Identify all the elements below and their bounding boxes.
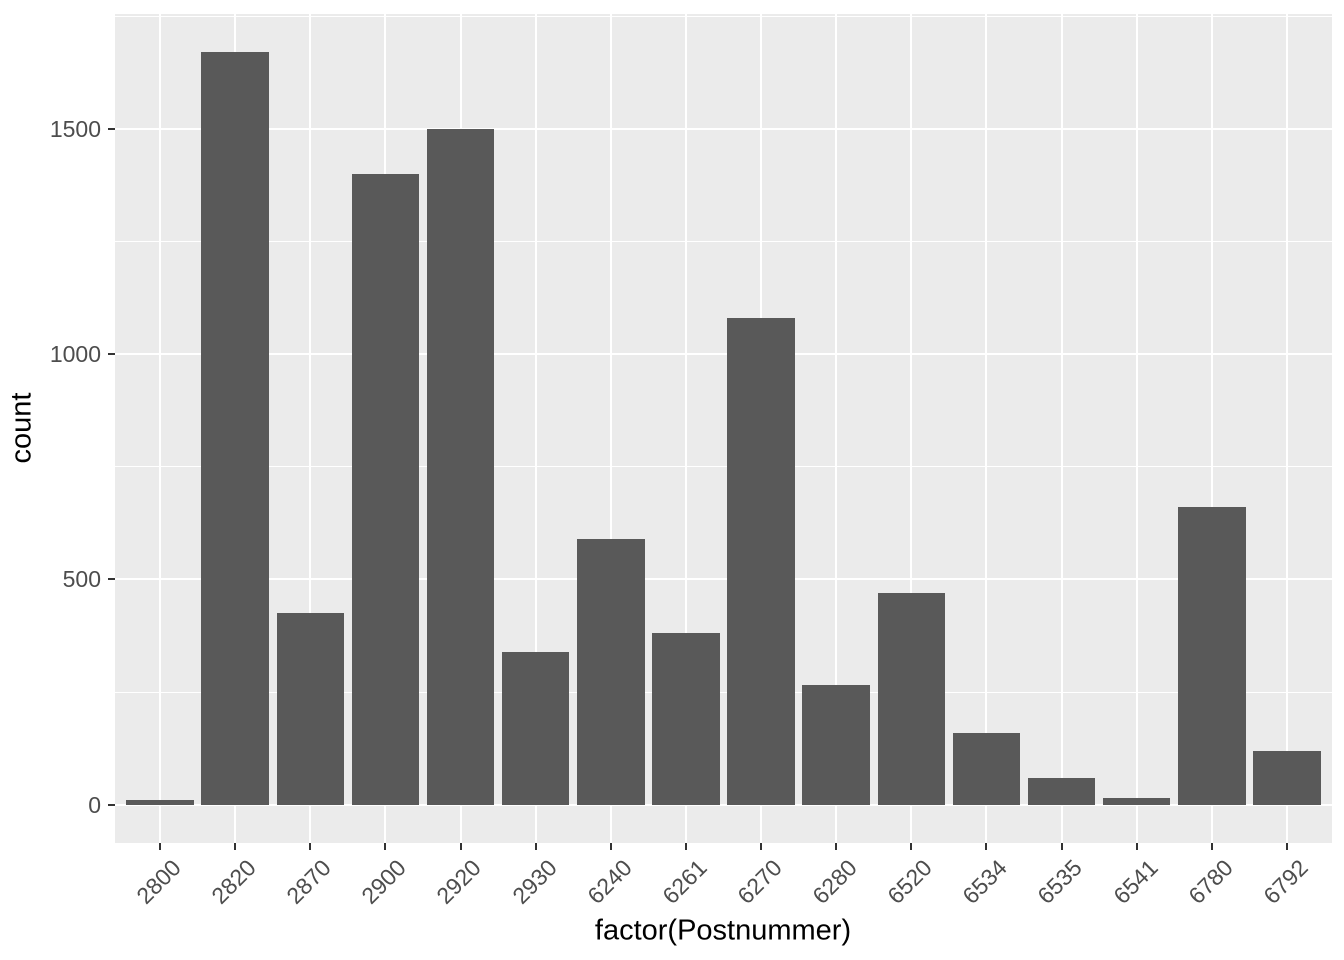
x-tick-label: 6270 (732, 854, 787, 909)
h-gridline-major (115, 578, 1332, 581)
x-tick-mark (234, 843, 237, 850)
bar-6535 (1027, 777, 1096, 805)
v-gridline (309, 14, 312, 843)
y-tick-mark (108, 803, 115, 806)
x-tick-mark (684, 843, 687, 850)
bar-6792 (1253, 750, 1321, 805)
y-tick-label: 1000 (49, 341, 101, 368)
x-tick-mark (1060, 843, 1063, 850)
bars-layer (115, 14, 1332, 843)
x-tick-label: 6535 (1032, 854, 1088, 909)
x-tick-mark (910, 843, 913, 850)
y-tick-mark (108, 127, 115, 130)
x-tick-label: 2930 (506, 854, 562, 909)
x-tick-label: 2870 (281, 854, 337, 909)
v-gridline (159, 14, 162, 843)
v-gridline (1285, 14, 1288, 843)
x-tick-mark (1135, 843, 1138, 850)
h-gridline-minor (115, 15, 1332, 17)
x-tick-mark (384, 843, 387, 850)
bar-6541 (1102, 797, 1171, 805)
y-tick-mark (108, 578, 115, 581)
y-tick-label: 1500 (49, 115, 101, 142)
x-tick-mark (159, 843, 162, 850)
x-tick-mark (534, 843, 537, 850)
v-gridline (609, 14, 612, 843)
x-tick-mark (309, 843, 312, 850)
x-tick-label: 6792 (1258, 854, 1313, 909)
h-gridline-minor (115, 241, 1332, 243)
h-gridline-major (115, 803, 1332, 806)
x-tick-mark (835, 843, 838, 850)
bar-6280 (802, 685, 870, 805)
v-gridline (910, 14, 913, 843)
y-tick-label: 500 (62, 566, 101, 593)
bar-2870 (276, 613, 345, 805)
v-gridline (1060, 14, 1063, 843)
bar-2930 (501, 651, 570, 805)
x-axis-title: factor(Postnummer) (594, 914, 852, 947)
x-tick-mark (760, 843, 763, 850)
bar-6240 (577, 538, 645, 805)
h-gridline-major (115, 127, 1332, 130)
bar-2820 (201, 52, 269, 805)
bar-6534 (952, 732, 1021, 805)
x-tick-label: 2820 (206, 854, 261, 909)
y-tick-label: 0 (88, 791, 101, 818)
bar-6270 (727, 318, 795, 805)
bar-6780 (1177, 507, 1246, 805)
v-gridline (1135, 14, 1138, 843)
bar-2920 (426, 128, 495, 805)
bar-2800 (126, 800, 194, 805)
x-tick-label: 2920 (431, 854, 487, 909)
x-tick-mark (985, 843, 988, 850)
v-gridline (835, 14, 838, 843)
y-tick-mark (108, 353, 115, 356)
x-tick-label: 6280 (807, 854, 862, 909)
x-tick-label: 6520 (882, 854, 937, 909)
bar-6261 (652, 633, 720, 805)
v-gridline (684, 14, 687, 843)
y-axis-title: count (5, 392, 38, 464)
x-tick-mark (459, 843, 462, 850)
bar-6520 (877, 592, 946, 805)
x-tick-mark (1210, 843, 1213, 850)
x-tick-label: 2900 (356, 854, 412, 909)
v-gridline (534, 14, 537, 843)
bar-2900 (351, 173, 420, 805)
x-tick-mark (1285, 843, 1288, 850)
x-tick-label: 6240 (581, 854, 637, 909)
v-gridline (1210, 14, 1213, 843)
x-tick-label: 6534 (957, 854, 1013, 909)
x-tick-label: 2800 (131, 854, 186, 909)
x-tick-label: 6780 (1182, 854, 1238, 909)
h-gridline-major (115, 353, 1332, 356)
h-gridline-minor (115, 691, 1332, 693)
h-gridline-minor (115, 466, 1332, 468)
plot-panel (115, 14, 1332, 843)
x-tick-mark (609, 843, 612, 850)
x-tick-label: 6261 (657, 854, 712, 909)
x-tick-label: 6541 (1107, 854, 1163, 909)
v-gridline (985, 14, 988, 843)
